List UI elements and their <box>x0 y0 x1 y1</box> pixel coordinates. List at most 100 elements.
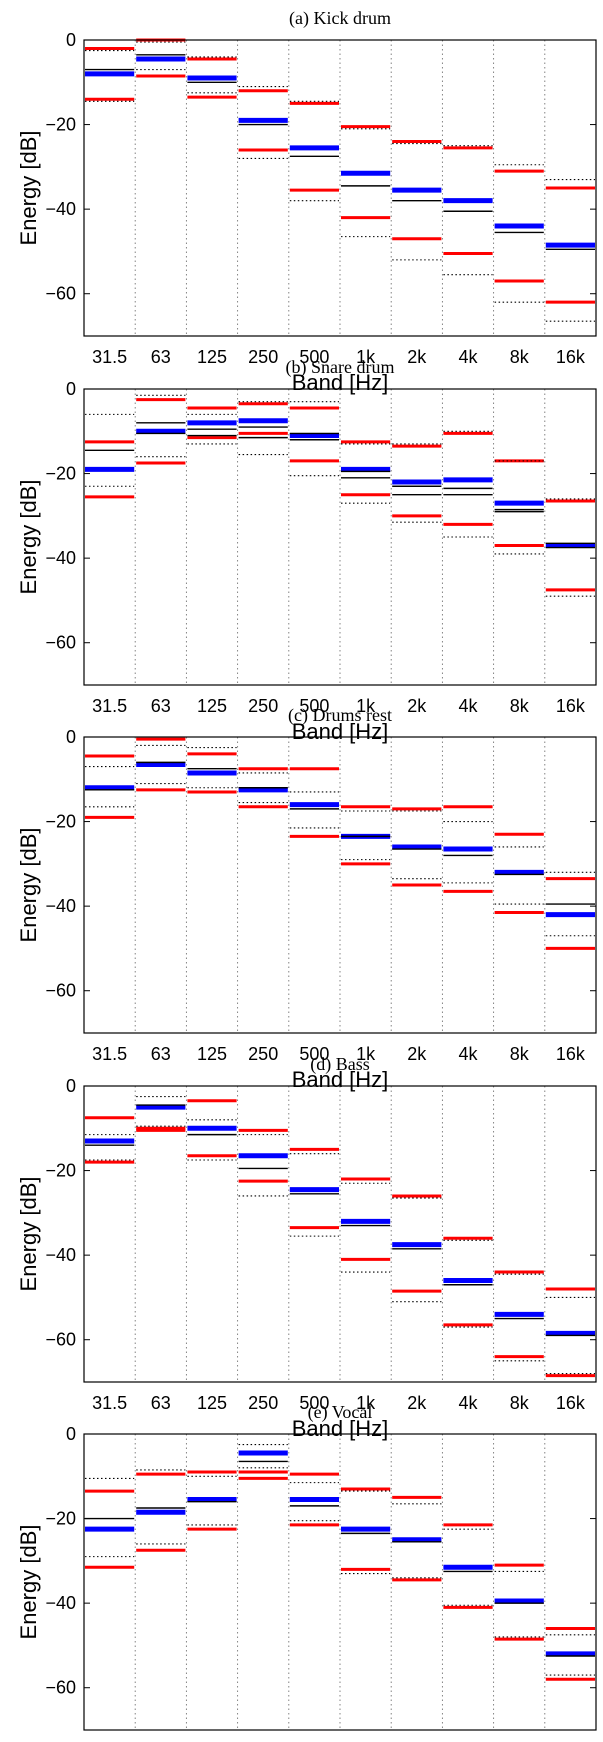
x-tick-label: 8k <box>510 1044 530 1064</box>
chart-panel-4: (d) Bass 0 −20 −40 −60 31.5 63 125 250 500 1k 2k 4k 8… <box>16 1054 597 1441</box>
y-tick-label: −40 <box>45 896 76 916</box>
series-4 <box>85 74 595 304</box>
series-2 <box>85 422 595 549</box>
y-tick-label: −40 <box>45 1593 76 1613</box>
x-tick-label: 63 <box>151 696 171 716</box>
y-tick-label: 0 <box>66 30 76 50</box>
y-tick-label: −20 <box>45 464 76 484</box>
y-axis-label: Energy [dB] <box>16 828 41 943</box>
series-1 <box>85 1104 595 1336</box>
y-tick-label: −20 <box>45 1509 76 1529</box>
x-tick-label: 250 <box>248 696 278 716</box>
y-axis-label: Energy [dB] <box>16 480 41 595</box>
x-tick-label: 8k <box>510 1393 530 1413</box>
series-4 <box>85 1128 595 1378</box>
chart-title: (d) Bass <box>310 1054 370 1075</box>
chart-panel-5: (e) Vocal0−20−40−6031.5631252505001k2k4k… <box>16 1402 597 1742</box>
x-tick-label: 1k <box>356 347 376 367</box>
y-axis-label: Energy [dB] <box>16 131 41 246</box>
x-tick-label: 125 <box>197 347 227 367</box>
plot-frame <box>83 39 597 337</box>
x-tick-label: 250 <box>248 1044 278 1064</box>
x-axis-label: Band [Hz] <box>292 370 389 395</box>
x-tick-label: 4k <box>458 696 478 716</box>
x-tick-label: 500 <box>299 347 329 367</box>
series-2 <box>85 1460 595 1657</box>
series-5 <box>85 394 595 500</box>
x-tick-label: 2k <box>407 347 427 367</box>
series-6 <box>85 1467 595 1676</box>
x-tick-label: 250 <box>248 1393 278 1413</box>
series-3 <box>85 1099 595 1291</box>
x-tick-label: 16k <box>556 1393 586 1413</box>
series-1 <box>85 1450 595 1657</box>
series-2 <box>85 54 595 251</box>
x-tick-label: 31.5 <box>92 1393 127 1413</box>
plot-frame <box>83 1433 597 1731</box>
y-tick-label: −60 <box>45 1678 76 1698</box>
chart-title: (c) Drums rest <box>288 705 392 726</box>
x-tick-label: 125 <box>197 1044 227 1064</box>
x-tick-label: 4k <box>458 1044 478 1064</box>
chart-title: (b) Snare drum <box>286 357 395 378</box>
y-tick-label: 0 <box>66 1076 76 1096</box>
x-tick-label: 16k <box>556 1044 586 1064</box>
series-2 <box>85 761 595 905</box>
y-tick-label: 0 <box>66 1424 76 1444</box>
series-4 <box>85 1476 595 1681</box>
chart-title: (e) Vocal <box>308 1402 373 1423</box>
series-3 <box>85 1470 595 1631</box>
y-axis-label: Energy [dB] <box>16 1525 41 1640</box>
chart-panel-2: (b) Snare drum 0 −20 −40 −60 31.5 63 125 250 500 1… <box>16 357 597 744</box>
x-tick-label: 2k <box>407 696 427 716</box>
x-tick-label: 2k <box>407 1044 427 1064</box>
series-1 <box>85 418 595 548</box>
y-tick-label: 0 <box>66 727 76 747</box>
series-2 <box>85 1104 595 1337</box>
x-tick-label: 31.5 <box>92 347 127 367</box>
series-5 <box>85 41 595 181</box>
x-tick-label: 63 <box>151 1044 171 1064</box>
series-6 <box>85 782 595 937</box>
chart-panel-1: (a) Kick drum 0 −20 −40 −60 31.5 63 125 250 500 1k… <box>16 8 597 395</box>
x-axis-label: Band [Hz] <box>292 1416 389 1441</box>
y-tick-label: −20 <box>45 115 76 135</box>
chart-panel-3: (c) Drums rest 0 −20 −40 −60 31.5 63 125 250 500 1… <box>16 705 597 1092</box>
x-tick-label: 16k <box>556 696 586 716</box>
series-5 <box>85 1096 595 1298</box>
series-1 <box>85 56 595 248</box>
series-3 <box>85 398 595 503</box>
y-tick-label: −60 <box>45 633 76 653</box>
plot-frame <box>83 388 597 686</box>
x-tick-label: 500 <box>299 1393 329 1413</box>
series-5 <box>85 1444 595 1636</box>
x-tick-label: 1k <box>356 1393 376 1413</box>
series-7 <box>136 432 595 545</box>
x-tick-label: 250 <box>248 347 278 367</box>
y-axis-label: Energy [dB] <box>16 1177 41 1292</box>
x-tick-label: 125 <box>197 696 227 716</box>
plot-frame <box>83 1085 597 1383</box>
y-tick-label: −60 <box>45 1330 76 1350</box>
x-axis-label: Band [Hz] <box>292 1067 389 1092</box>
y-tick-label: −20 <box>45 812 76 832</box>
series-6 <box>85 1125 595 1375</box>
x-tick-label: 2k <box>407 1393 427 1413</box>
x-tick-label: 8k <box>510 696 530 716</box>
x-tick-label: 16k <box>556 347 586 367</box>
chart-title: (a) Kick drum <box>289 8 391 29</box>
x-tick-label: 4k <box>458 347 478 367</box>
x-tick-label: 31.5 <box>92 1044 127 1064</box>
y-tick-label: −40 <box>45 548 76 568</box>
series-5 <box>85 744 595 873</box>
x-tick-label: 500 <box>299 696 329 716</box>
y-tick-label: 0 <box>66 379 76 399</box>
series-3 <box>85 38 595 190</box>
y-tick-label: −40 <box>45 199 76 219</box>
series-4 <box>85 431 595 592</box>
x-tick-label: 500 <box>299 1044 329 1064</box>
plot-frame <box>83 736 597 1034</box>
x-tick-label: 31.5 <box>92 696 127 716</box>
x-tick-label: 63 <box>151 347 171 367</box>
x-tick-label: 1k <box>356 1044 376 1064</box>
